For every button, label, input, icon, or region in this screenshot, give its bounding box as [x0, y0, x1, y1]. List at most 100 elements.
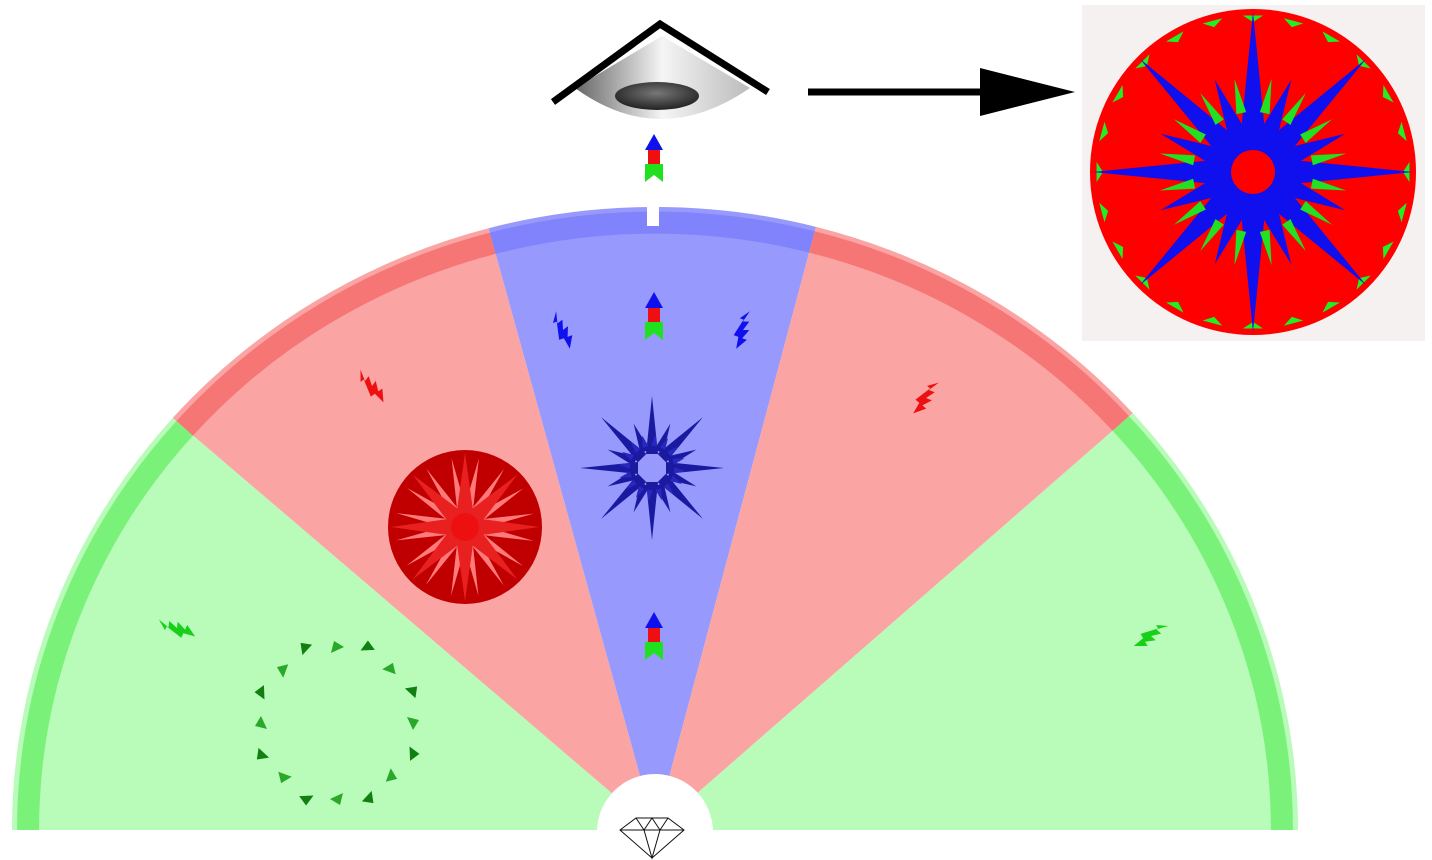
- spike: [1234, 78, 1247, 115]
- green-facet: [331, 641, 344, 653]
- spike: [1200, 219, 1224, 251]
- spike: [1257, 176, 1367, 286]
- sector: [655, 413, 1298, 830]
- spike: [651, 434, 658, 447]
- spike: [1214, 79, 1252, 149]
- spike: [630, 441, 641, 453]
- arrow-head: [980, 68, 1075, 116]
- spike: [625, 479, 637, 490]
- inset-green: [1382, 241, 1394, 259]
- spike: [1159, 178, 1196, 191]
- light-channel: [647, 200, 659, 226]
- green-pattern: [254, 640, 420, 806]
- spike: [1259, 229, 1272, 266]
- green-facet: [330, 793, 343, 805]
- spike: [1310, 153, 1347, 166]
- spike: [1276, 173, 1346, 211]
- sector-rim: [176, 232, 496, 436]
- green-facet: [382, 662, 396, 675]
- pointer-arrow: [808, 68, 1075, 116]
- spike: [1214, 195, 1252, 265]
- spike: [673, 467, 686, 474]
- spike: [619, 471, 632, 478]
- spike: [391, 518, 455, 536]
- spike: [456, 537, 474, 601]
- spike: [646, 489, 653, 502]
- spike: [635, 485, 645, 498]
- spike: [1234, 229, 1247, 266]
- spike: [1273, 158, 1413, 186]
- spike: [1174, 119, 1206, 143]
- eye: [550, 19, 770, 119]
- base-fill: [0, 830, 1432, 860]
- green-facet: [256, 747, 270, 760]
- inset-center: [1231, 150, 1275, 194]
- red-center: [451, 513, 479, 541]
- spike: [1300, 119, 1332, 143]
- spike: [1310, 178, 1347, 191]
- green-facet: [361, 790, 374, 804]
- spike: [412, 527, 465, 580]
- spike: [1159, 153, 1196, 166]
- diamond-outline: [619, 817, 685, 859]
- inset-green: [1322, 301, 1340, 313]
- sector-rim: [17, 420, 193, 831]
- spike: [655, 488, 662, 501]
- diamond-facets: [620, 817, 684, 860]
- spike: [1282, 219, 1306, 251]
- tri-arrow: [645, 134, 663, 182]
- pupil: [615, 82, 699, 110]
- spike: [1254, 79, 1292, 149]
- green-facet: [255, 716, 267, 729]
- inset-green: [1382, 85, 1394, 103]
- spike: [633, 482, 650, 513]
- inset-green: [1112, 85, 1124, 103]
- spike: [642, 435, 649, 448]
- eyelid: [550, 19, 770, 105]
- inset-green: [1099, 121, 1109, 142]
- sector-rim: [809, 231, 1129, 432]
- spike: [659, 438, 669, 451]
- inset-image: [1082, 5, 1425, 341]
- inset-green: [1283, 316, 1304, 326]
- spike: [465, 474, 518, 527]
- spike: [1276, 133, 1346, 171]
- spike: [1282, 93, 1306, 125]
- spike: [654, 423, 671, 454]
- spike: [1239, 192, 1267, 332]
- green-facet: [407, 717, 419, 730]
- green-facet: [360, 640, 375, 651]
- inset-green: [1202, 18, 1223, 28]
- inset-green: [1166, 301, 1184, 313]
- inset-green: [1099, 202, 1109, 223]
- green-facet: [385, 768, 398, 782]
- green-facet: [409, 746, 420, 761]
- green-facet: [300, 642, 313, 656]
- inset-green: [1112, 241, 1124, 259]
- diamond-icon: [619, 817, 685, 860]
- spike: [1300, 201, 1332, 225]
- spike: [1239, 12, 1267, 152]
- blue-pattern: [580, 396, 724, 540]
- spike: [607, 449, 638, 466]
- spike: [1254, 195, 1292, 265]
- spike: [1257, 58, 1367, 168]
- spike: [622, 451, 635, 461]
- spike: [672, 458, 685, 465]
- spike: [618, 462, 631, 469]
- green-facet: [278, 771, 292, 784]
- spike: [1160, 173, 1230, 211]
- sector: [12, 418, 655, 830]
- spike: [456, 453, 474, 517]
- spike: [1139, 176, 1249, 286]
- inset-green: [1397, 202, 1407, 223]
- sector: [655, 226, 1133, 831]
- inset-green: [1166, 31, 1184, 43]
- inset-green: [1397, 121, 1407, 142]
- inset-green: [1322, 31, 1340, 43]
- spike: [663, 483, 674, 495]
- sector-rim: [1112, 416, 1293, 831]
- spike: [475, 518, 539, 536]
